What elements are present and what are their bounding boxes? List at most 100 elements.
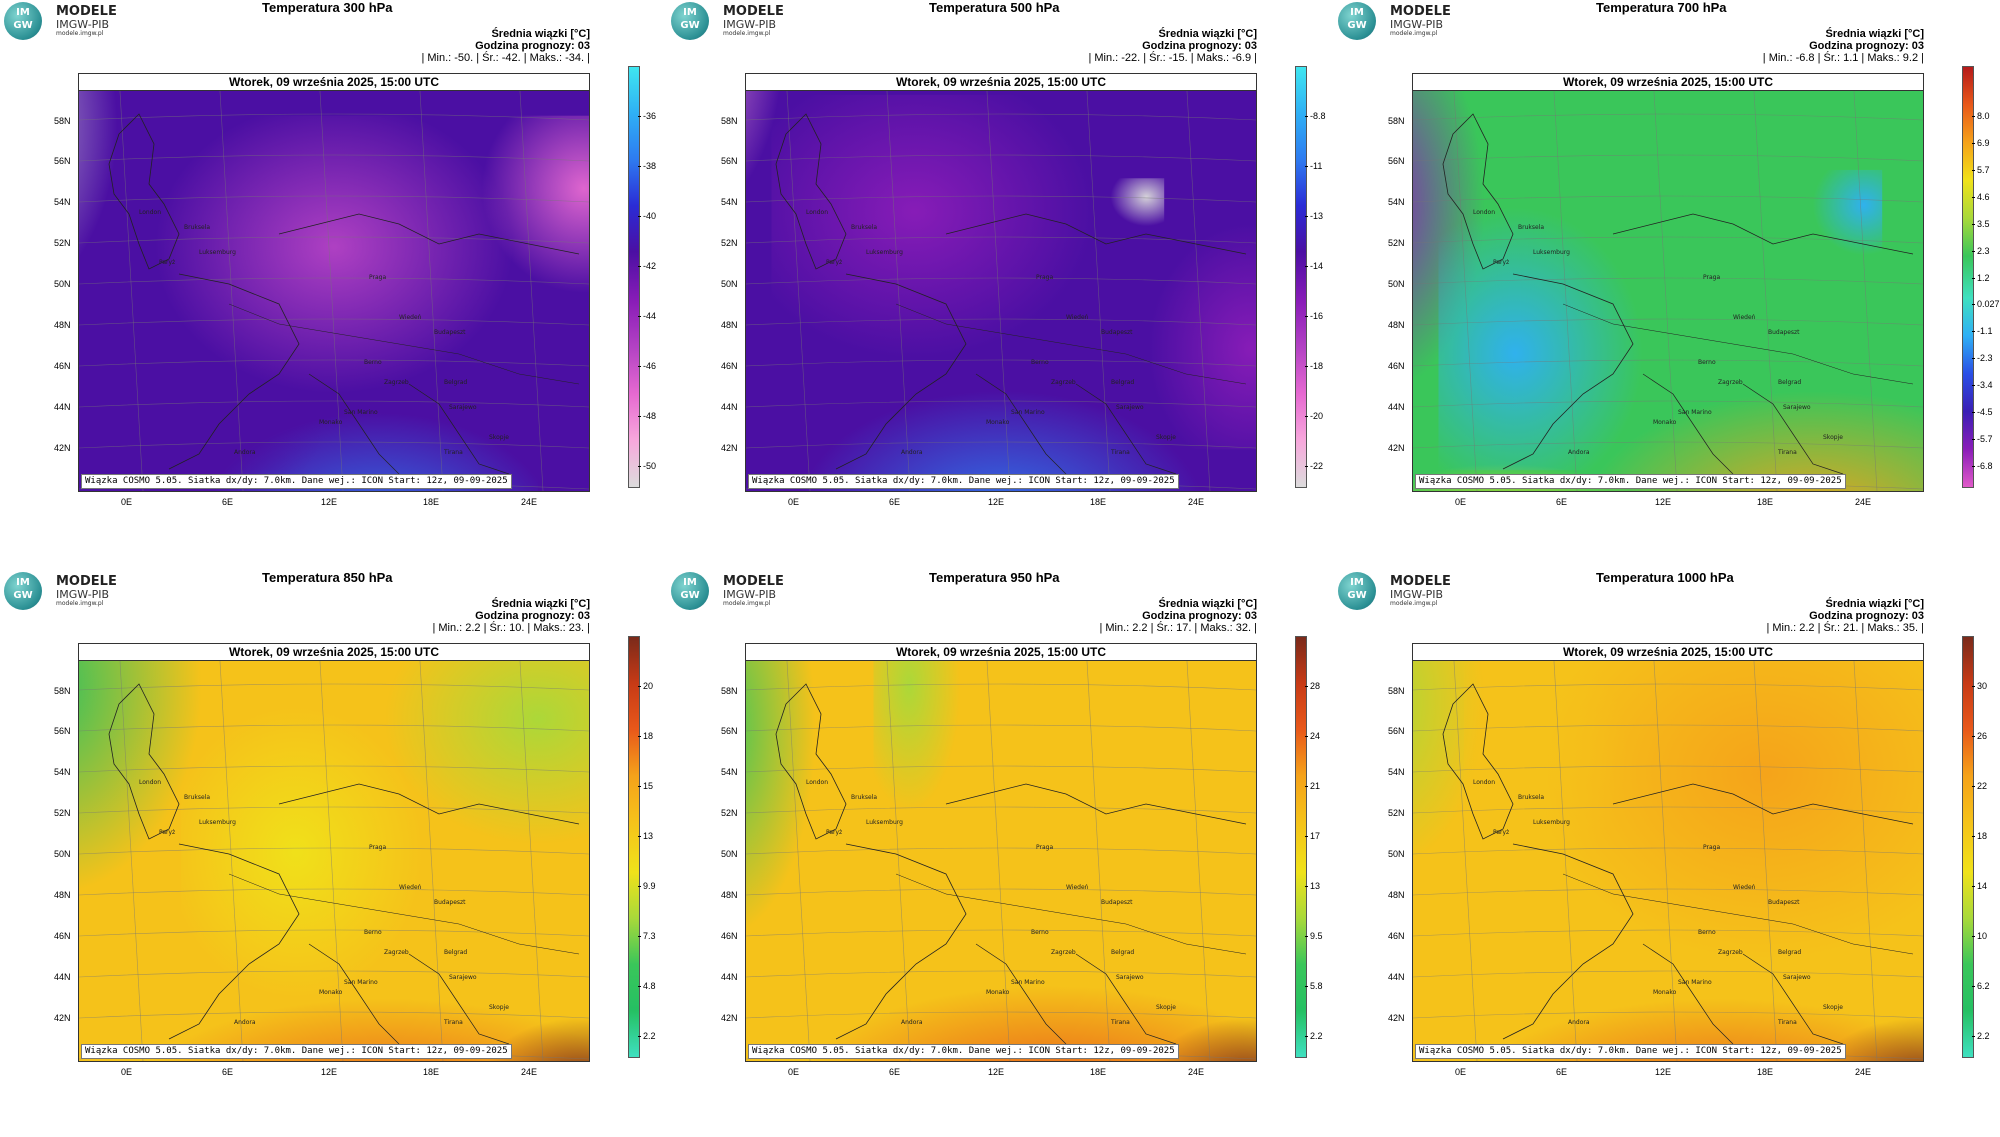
lon-label: 6E [1556, 497, 1568, 507]
colorbar-tick: 14 [1971, 881, 1988, 891]
model-footer: Wiązka COSMO 5.05. Siatka dx/dy: 7.0km. … [81, 1044, 512, 1059]
panel-subtitle: Średnia wiązki [°C] [1825, 598, 1924, 610]
colorbar-tick: -13 [1304, 211, 1324, 221]
lat-label: 44N [54, 972, 71, 982]
colorbar-tick: 2.2 [1972, 1031, 1990, 1041]
city-label: London [139, 209, 161, 216]
lat-label: 50N [54, 279, 71, 289]
colorbar-tick: 20 [637, 681, 654, 691]
imgw-logo-icon: IM GW [1338, 2, 1376, 40]
temperature-field [746, 74, 1256, 491]
city-label: Praga [1036, 844, 1054, 851]
lat-label: 52N [721, 808, 738, 818]
city-label: Luksemburg [866, 819, 903, 826]
temperature-map[interactable]: London Bruksela Paryż Luksemburg Praga Wiedeń… [1412, 73, 1924, 492]
lon-label: 6E [222, 1067, 234, 1077]
lat-label: 56N [1388, 726, 1405, 736]
city-label: San Marino [1678, 409, 1712, 416]
lat-label: 44N [1388, 402, 1405, 412]
imgw-logo-icon: IM GW [4, 572, 42, 610]
lat-label: 42N [1388, 443, 1405, 453]
lat-label: 46N [721, 361, 738, 371]
panel-title: Temperatura 950 hPa [929, 570, 1060, 585]
colorbar-tick: 17 [1304, 831, 1321, 841]
temperature-field [1413, 74, 1923, 491]
city-label: London [1473, 779, 1495, 786]
lat-label: 58N [721, 116, 738, 126]
lon-label: 12E [1655, 497, 1672, 507]
city-label: Praga [369, 274, 387, 281]
colorbar-tick: 0.027 [1972, 299, 2000, 310]
lon-label: 18E [1757, 497, 1774, 507]
lat-label: 58N [54, 116, 71, 126]
city-label: Budapeszt [434, 899, 466, 906]
lat-label: 56N [54, 156, 71, 166]
colorbar-tick: 24 [1304, 731, 1321, 741]
colorbar-tick: -14 [1304, 261, 1324, 271]
lat-label: 42N [721, 443, 738, 453]
colorbar-tick: -40 [637, 211, 657, 221]
city-label: Belgrad [444, 949, 468, 956]
map-panel: IM GW MODELE IMGW-PIB modele.imgw.pl Temp… [667, 0, 1327, 560]
model-footer: Wiązka COSMO 5.05. Siatka dx/dy: 7.0km. … [748, 474, 1179, 489]
date-bar: Wtorek, 09 września 2025, 15:00 UTC [79, 74, 589, 91]
panel-stats: | Min.: -22. | Śr.: -15. | Maks.: -6.9 | [1088, 52, 1257, 64]
panel-stats: | Min.: 2.2 | Śr.: 17. | Maks.: 32. | [1099, 622, 1257, 634]
city-label: Andora [1568, 1019, 1590, 1026]
colorbar-tick: -5.7 [1972, 434, 1993, 445]
city-label: Zagrzeb [1051, 379, 1076, 386]
imgw-logo: IM GW MODELE IMGW-PIB modele.imgw.pl [4, 2, 144, 42]
lon-label: 24E [1855, 1067, 1872, 1077]
city-label: Wiedeń [1066, 314, 1089, 321]
temperature-map[interactable]: London Bruksela Paryż Luksemburg Praga Wiedeń… [78, 643, 590, 1062]
city-label: Sarajewo [1116, 974, 1144, 981]
lon-label: 12E [988, 497, 1005, 507]
city-label: Monako [1653, 989, 1677, 996]
colorbar [1962, 636, 1974, 1058]
city-label: Sarajewo [449, 404, 477, 411]
city-label: Sarajewo [1783, 974, 1811, 981]
panel-stats: | Min.: -6.8 | Śr.: 1.1 | Maks.: 9.2 | [1762, 52, 1924, 64]
colorbar-tick: -46 [637, 361, 657, 371]
forecast-hour: Godzina prognozy: 03 [1809, 40, 1924, 52]
panel-stats: | Min.: 2.2 | Śr.: 21. | Maks.: 35. | [1766, 622, 1924, 634]
colorbar-tick: 4.6 [1972, 191, 1990, 202]
colorbar-tick: 6.2 [1972, 981, 1990, 991]
lat-label: 58N [54, 686, 71, 696]
imgw-logo-icon: IM GW [671, 2, 709, 40]
lat-label: 46N [721, 931, 738, 941]
temperature-map[interactable]: London Bruksela Paryż Luksemburg Praga Wiedeń… [745, 73, 1257, 492]
colorbar [1295, 66, 1307, 488]
imgw-logo-icon: IM GW [4, 2, 42, 40]
colorbar-tick: -20 [1304, 411, 1324, 421]
lon-label: 0E [121, 1067, 133, 1077]
lon-label: 18E [423, 1067, 440, 1077]
lon-label: 24E [1855, 497, 1872, 507]
lat-label: 42N [721, 1013, 738, 1023]
lat-label: 50N [54, 849, 71, 859]
city-label: Skopje [1156, 1004, 1176, 1011]
lat-label: 52N [1388, 808, 1405, 818]
colorbar-tick: -8.8 [1305, 111, 1326, 121]
city-label: Belgrad [1778, 949, 1802, 956]
city-label: Paryż [1493, 259, 1510, 266]
temperature-map[interactable]: London Bruksela Paryż Luksemburg Praga Wiedeń… [1412, 643, 1924, 1062]
city-label: Berno [1031, 929, 1049, 936]
city-label: Belgrad [1111, 949, 1135, 956]
temperature-map[interactable]: London Bruksela Paryż Luksemburg Praga Wiedeń… [745, 643, 1257, 1062]
lat-label: 46N [54, 361, 71, 371]
lat-label: 46N [1388, 361, 1405, 371]
city-label: Paryż [1493, 829, 1510, 836]
city-label: Belgrad [444, 379, 468, 386]
city-label: Skopje [489, 434, 509, 441]
lon-label: 24E [1188, 497, 1205, 507]
date-bar: Wtorek, 09 września 2025, 15:00 UTC [1413, 74, 1923, 91]
temperature-map[interactable]: London Bruksela Paryż Luksemburg Praga Wiedeń… [78, 73, 590, 492]
city-label: Andora [234, 1019, 256, 1026]
lat-label: 50N [1388, 849, 1405, 859]
colorbar-tick: 7.3 [638, 931, 656, 941]
city-label: Zagrzeb [1718, 379, 1743, 386]
lon-label: 18E [1090, 1067, 1107, 1077]
lat-label: 46N [1388, 931, 1405, 941]
map-panel: IM GW MODELE IMGW-PIB modele.imgw.pl Temp… [1334, 0, 2000, 560]
